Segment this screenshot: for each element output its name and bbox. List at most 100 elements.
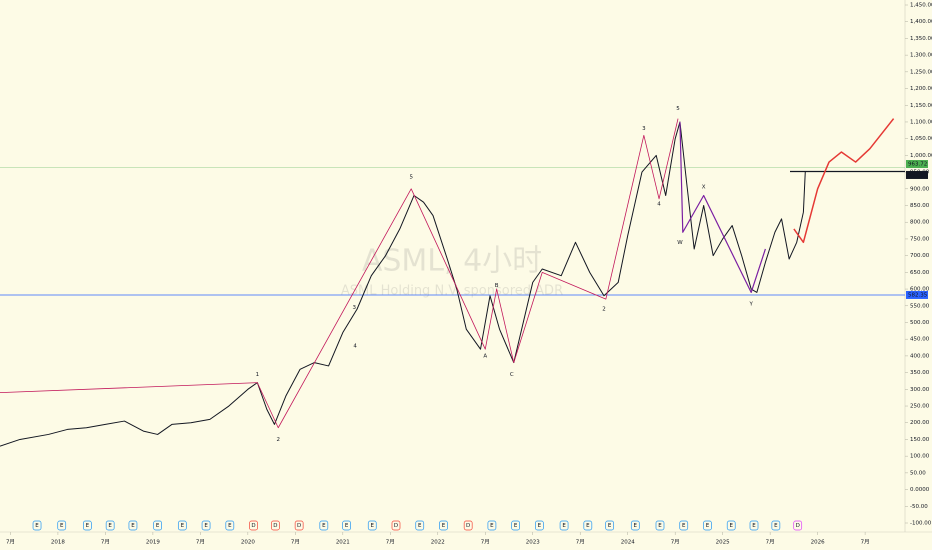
y-tick-label: 650.00 bbox=[910, 270, 930, 276]
price-tag bbox=[906, 170, 928, 179]
event-label: E bbox=[228, 523, 232, 529]
event-marker bbox=[32, 520, 42, 531]
x-tick-label: 7月 bbox=[291, 539, 300, 546]
event-label: E bbox=[538, 523, 542, 529]
event-marker bbox=[294, 520, 304, 531]
event-label: E bbox=[35, 523, 39, 529]
wave-label: 2 bbox=[602, 307, 606, 313]
x-tick-label: 2021 bbox=[336, 540, 350, 546]
event-label: E bbox=[706, 523, 710, 529]
y-tick-label: 600.00 bbox=[910, 287, 930, 293]
x-tick-label: 2022 bbox=[431, 540, 445, 546]
x-tick-label: 7月 bbox=[386, 539, 395, 546]
event-label: E bbox=[442, 523, 446, 529]
x-tick-label: 7月 bbox=[101, 539, 110, 546]
event-marker bbox=[153, 520, 162, 531]
y-tick-label: 1,350.00 bbox=[910, 36, 932, 42]
event-marker bbox=[793, 520, 803, 531]
event-label: E bbox=[774, 523, 778, 529]
event-marker bbox=[511, 520, 521, 531]
event-marker bbox=[271, 520, 280, 531]
event-marker bbox=[128, 520, 138, 531]
event-marker bbox=[679, 520, 689, 531]
y-tick-label: 1,150.00 bbox=[910, 103, 932, 109]
event-label: D bbox=[466, 523, 470, 529]
y-tick-label: 450.00 bbox=[910, 337, 930, 343]
y-tick-label: 1,100.00 bbox=[910, 119, 932, 125]
x-tick-label: 2024 bbox=[621, 540, 635, 546]
event-marker bbox=[57, 520, 67, 531]
y-tick-label: 200.00 bbox=[910, 420, 930, 426]
y-tick-label: 400.00 bbox=[910, 353, 930, 359]
event-label: E bbox=[322, 523, 326, 529]
y-tick-label: 750.00 bbox=[910, 236, 930, 242]
price-tag-label: 963.72 bbox=[908, 162, 927, 168]
wave-label: X bbox=[702, 185, 706, 191]
event-marker bbox=[105, 520, 115, 531]
event-marker bbox=[559, 520, 569, 531]
event-label: D bbox=[394, 523, 398, 529]
event-label: E bbox=[418, 523, 422, 529]
event-label: E bbox=[514, 523, 518, 529]
event-label: D bbox=[251, 523, 255, 529]
event-label: E bbox=[60, 523, 64, 529]
event-label: E bbox=[682, 523, 686, 529]
event-marker bbox=[225, 520, 235, 531]
y-tick-label: 1,450.00 bbox=[910, 3, 932, 9]
y-tick-label: 1,400.00 bbox=[910, 19, 932, 25]
y-tick-label: 50.00 bbox=[910, 470, 926, 476]
x-tick-label: 7月 bbox=[6, 539, 15, 546]
event-label: E bbox=[131, 523, 135, 529]
event-label: E bbox=[562, 523, 566, 529]
event-marker bbox=[655, 520, 665, 531]
event-marker bbox=[319, 520, 329, 531]
event-marker bbox=[367, 520, 377, 531]
y-tick-label: 800.00 bbox=[910, 220, 930, 226]
y-tick-label: 550.00 bbox=[910, 303, 930, 309]
event-marker bbox=[463, 520, 473, 531]
wave-label: W bbox=[677, 240, 683, 246]
wave-label: B bbox=[495, 283, 499, 289]
event-label: E bbox=[345, 523, 349, 529]
event-marker bbox=[439, 520, 448, 531]
x-tick-label: 7月 bbox=[766, 539, 775, 546]
y-tick-label: 250.00 bbox=[910, 404, 930, 410]
x-tick-label: 2026 bbox=[811, 540, 825, 546]
y-tick-label: 1,050.00 bbox=[910, 136, 932, 142]
y-tick-label: -100.00 bbox=[910, 521, 932, 527]
x-tick-label: 2025 bbox=[716, 540, 730, 546]
x-tick-label: 2020 bbox=[241, 540, 255, 546]
wave-label: Y bbox=[748, 302, 753, 308]
x-tick-label: 7月 bbox=[481, 539, 490, 546]
event-marker bbox=[83, 520, 92, 531]
y-tick-label: 900.00 bbox=[910, 186, 930, 192]
event-marker bbox=[583, 520, 593, 531]
wave-label: 4 bbox=[657, 201, 661, 207]
price-tag bbox=[906, 160, 928, 169]
y-tick-label: 850.00 bbox=[910, 203, 930, 209]
event-label: E bbox=[181, 523, 185, 529]
wave-label: 1 bbox=[256, 372, 260, 378]
event-label: E bbox=[204, 523, 208, 529]
y-tick-label: 500.00 bbox=[910, 320, 930, 326]
x-tick-label: 7月 bbox=[196, 539, 205, 546]
wave-label: 3 bbox=[642, 126, 646, 132]
event-marker bbox=[487, 520, 497, 531]
event-marker bbox=[630, 520, 640, 531]
event-label: E bbox=[586, 523, 590, 529]
wave-label: 5 bbox=[409, 175, 413, 181]
series-line bbox=[793, 118, 895, 244]
event-marker bbox=[749, 520, 759, 531]
event-marker bbox=[605, 520, 615, 531]
y-tick-label: 150.00 bbox=[910, 437, 930, 443]
y-tick-label: -50.00 bbox=[910, 504, 928, 510]
price-tag-label: 951.89 bbox=[908, 172, 928, 178]
x-tick-label: 2018 bbox=[51, 540, 65, 546]
event-label: E bbox=[752, 523, 756, 529]
event-label: E bbox=[108, 523, 112, 529]
event-marker bbox=[342, 520, 351, 531]
price-tag bbox=[906, 290, 928, 299]
y-tick-label: 1,250.00 bbox=[910, 69, 932, 75]
event-label: E bbox=[371, 523, 375, 529]
